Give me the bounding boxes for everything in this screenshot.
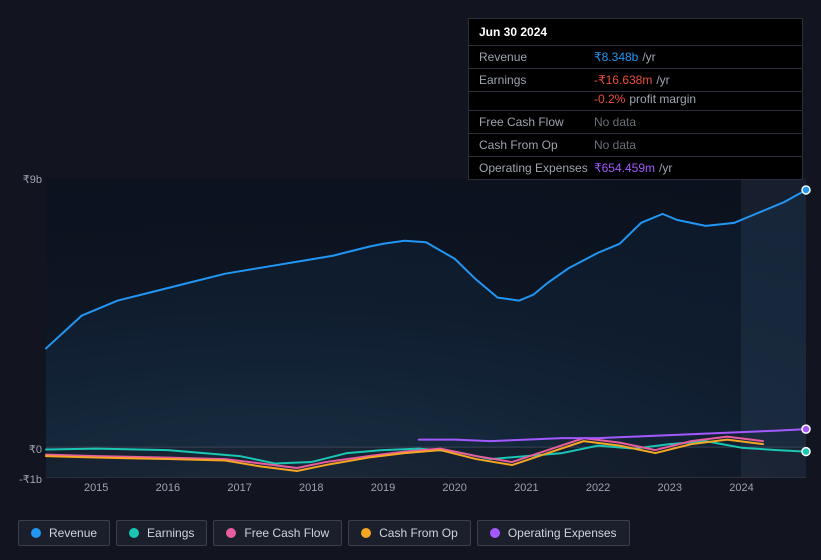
legend-item[interactable]: Operating Expenses	[477, 520, 630, 546]
tooltip-row-label: Cash From Op	[479, 138, 594, 152]
tooltip: Jun 30 2024 Revenue₹8.348b/yrEarnings-₹1…	[468, 18, 803, 180]
legend-swatch	[490, 528, 500, 538]
legend-swatch	[31, 528, 41, 538]
y-axis-label: ₹9b	[18, 173, 42, 186]
tooltip-row-value: ₹8.348b/yr	[594, 50, 656, 64]
x-axis: 2015 2016 2017 2018 2019 2020 2021 2022 2023 2024	[46, 482, 806, 502]
end-marker	[802, 186, 810, 194]
tooltip-row: Earnings-₹16.638m/yr	[469, 69, 802, 92]
tooltip-row: Cash From OpNo data	[469, 134, 802, 157]
x-axis-tick: 2022	[586, 482, 610, 494]
legend-item[interactable]: Earnings	[116, 520, 207, 546]
x-axis-tick: 2023	[658, 482, 682, 494]
end-marker	[802, 448, 810, 456]
tooltip-row-label: Earnings	[479, 73, 594, 87]
legend-swatch	[361, 528, 371, 538]
legend-label: Revenue	[49, 526, 97, 540]
tooltip-row: Revenue₹8.348b/yr	[469, 46, 802, 69]
legend-item[interactable]: Revenue	[18, 520, 110, 546]
legend-swatch	[129, 528, 139, 538]
x-axis-tick: 2015	[84, 482, 108, 494]
tooltip-row: Free Cash FlowNo data	[469, 111, 802, 134]
y-axis-label: ₹0	[18, 443, 42, 456]
legend-item[interactable]: Free Cash Flow	[213, 520, 342, 546]
x-axis-tick: 2020	[442, 482, 466, 494]
x-axis-tick: 2019	[371, 482, 395, 494]
tooltip-row-value: ₹654.459m/yr	[594, 161, 672, 175]
x-axis-tick: 2017	[227, 482, 251, 494]
tooltip-row-label: Revenue	[479, 50, 594, 64]
tooltip-row-label: Operating Expenses	[479, 161, 594, 175]
legend-item[interactable]: Cash From Op	[348, 520, 471, 546]
x-axis-tick: 2016	[156, 482, 180, 494]
tooltip-row: Operating Expenses₹654.459m/yr	[469, 157, 802, 179]
plot[interactable]	[46, 178, 806, 478]
end-marker	[802, 425, 810, 433]
legend-swatch	[226, 528, 236, 538]
chart-area: ₹9b₹0-₹1b 201520162017201820192020202120…	[18, 160, 808, 480]
x-axis-tick: 2024	[729, 482, 753, 494]
x-axis-tick: 2021	[514, 482, 538, 494]
x-axis-tick: 2018	[299, 482, 323, 494]
legend-label: Operating Expenses	[508, 526, 617, 540]
tooltip-row-label: Free Cash Flow	[479, 115, 594, 129]
tooltip-date: Jun 30 2024	[469, 19, 802, 46]
legend: Revenue Earnings Free Cash Flow Cash From O…	[18, 520, 630, 546]
tooltip-row-value: No data	[594, 115, 636, 129]
legend-label: Earnings	[147, 526, 194, 540]
legend-label: Free Cash Flow	[244, 526, 329, 540]
tooltip-row-value: -₹16.638m/yr	[594, 73, 670, 87]
tooltip-row-value: No data	[594, 138, 636, 152]
y-axis-label: -₹1b	[18, 473, 42, 486]
tooltip-subrow: -0.2%profit margin	[469, 92, 802, 111]
legend-label: Cash From Op	[379, 526, 458, 540]
chart-lines	[46, 178, 806, 477]
